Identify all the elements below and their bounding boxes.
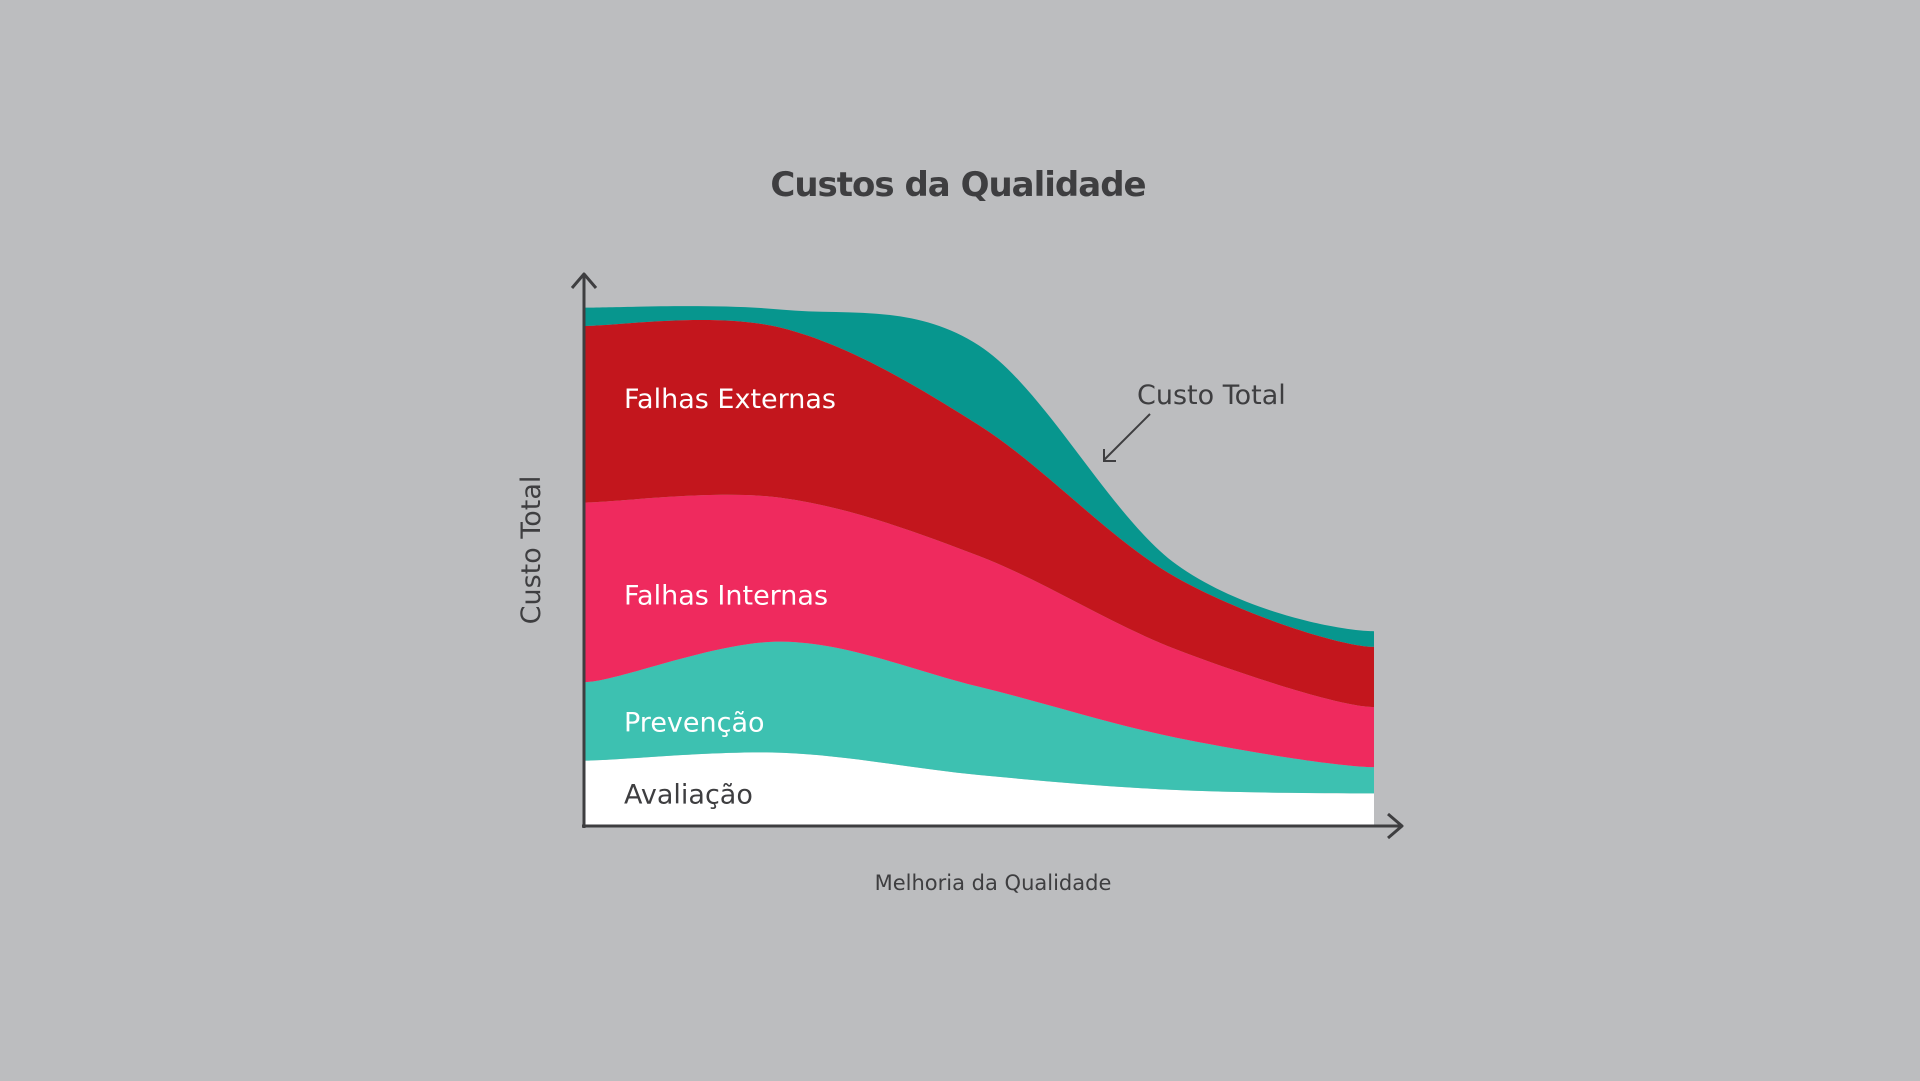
series-total-strip xyxy=(584,306,1374,647)
x-axis-label: Melhoria da Qualidade xyxy=(875,871,1112,895)
chart-bands xyxy=(584,306,1374,826)
total-annotation-label: Custo Total xyxy=(1137,380,1286,411)
total-annotation: Custo Total xyxy=(1103,380,1286,462)
total-annotation-arrow xyxy=(1103,413,1151,461)
series-band-3 xyxy=(584,320,1374,708)
y-axis-label: Custo Total xyxy=(516,476,547,625)
series-band-1 xyxy=(584,641,1374,794)
band-label-0: Avaliação xyxy=(624,779,753,810)
series-band-2 xyxy=(584,494,1374,768)
series-band-0 xyxy=(584,752,1374,826)
chart-title: Custos da Qualidade xyxy=(770,165,1145,205)
total-annotation-arrowhead xyxy=(1103,449,1116,462)
band-label-2: Falhas Internas xyxy=(624,580,828,611)
band-label-1: Prevenção xyxy=(624,707,765,738)
band-label-3: Falhas Externas xyxy=(624,384,836,415)
y-axis xyxy=(570,272,598,828)
x-axis xyxy=(582,812,1404,840)
band-labels: Avaliação Prevenção Falhas Internas Falhas … xyxy=(624,384,836,810)
